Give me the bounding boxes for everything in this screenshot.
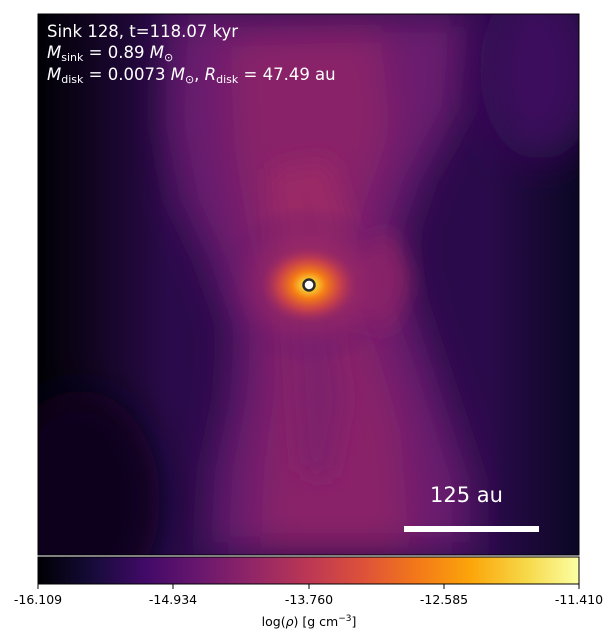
scale-bar	[404, 526, 539, 532]
colorbar-tick-label: -13.760	[284, 592, 334, 607]
rdisk-sep: ,	[194, 65, 205, 84]
colorbar-tick-label: -14.934	[148, 592, 198, 607]
msun-symbol-2: M	[170, 65, 185, 84]
msun-sub: ⊙	[163, 51, 174, 64]
msink-value: = 0.89	[83, 43, 150, 62]
colorbar-tick-label: -16.109	[13, 592, 63, 607]
disk-annotation: Mdisk = 0.0073 M⊙, Rdisk = 47.49 au	[47, 64, 336, 85]
mdisk-symbol: M	[47, 65, 62, 84]
msun-symbol: M	[149, 43, 164, 62]
rdisk-value: = 47.49 au	[238, 65, 336, 84]
rdisk-sub: disk	[216, 73, 239, 86]
msun-sub-2: ⊙	[184, 73, 195, 86]
colorbar-tick-label: -12.585	[419, 592, 469, 607]
sink-mass-annotation: Msink = 0.89 M⊙	[47, 42, 173, 63]
colorbar-tick-label: -11.410	[554, 592, 604, 607]
sink-marker	[302, 278, 316, 292]
mdisk-value: = 0.0073	[83, 65, 171, 84]
scale-bar-label: 125 au	[430, 483, 503, 507]
colorbar-label: log(ρ) [g cm−3]	[262, 614, 357, 629]
msink-symbol: M	[47, 43, 62, 62]
colorbar	[37, 556, 580, 585]
msink-sub: sink	[61, 51, 84, 64]
colorbar-label-rho: ρ	[285, 614, 294, 630]
map-frame	[37, 13, 580, 556]
sink-annotation-line1: Sink 128, t=118.07 kyr	[47, 22, 239, 41]
mdisk-sub: disk	[61, 73, 84, 86]
colorbar-label-close: ]	[351, 614, 357, 630]
colorbar-label-exp: −3	[338, 614, 352, 624]
colorbar-ticks	[37, 584, 580, 589]
rdisk-symbol: R	[204, 65, 217, 84]
density-map	[38, 14, 579, 555]
colorbar-label-prefix: log(	[261, 614, 286, 630]
colorbar-label-units: ) [g cm	[293, 614, 339, 630]
